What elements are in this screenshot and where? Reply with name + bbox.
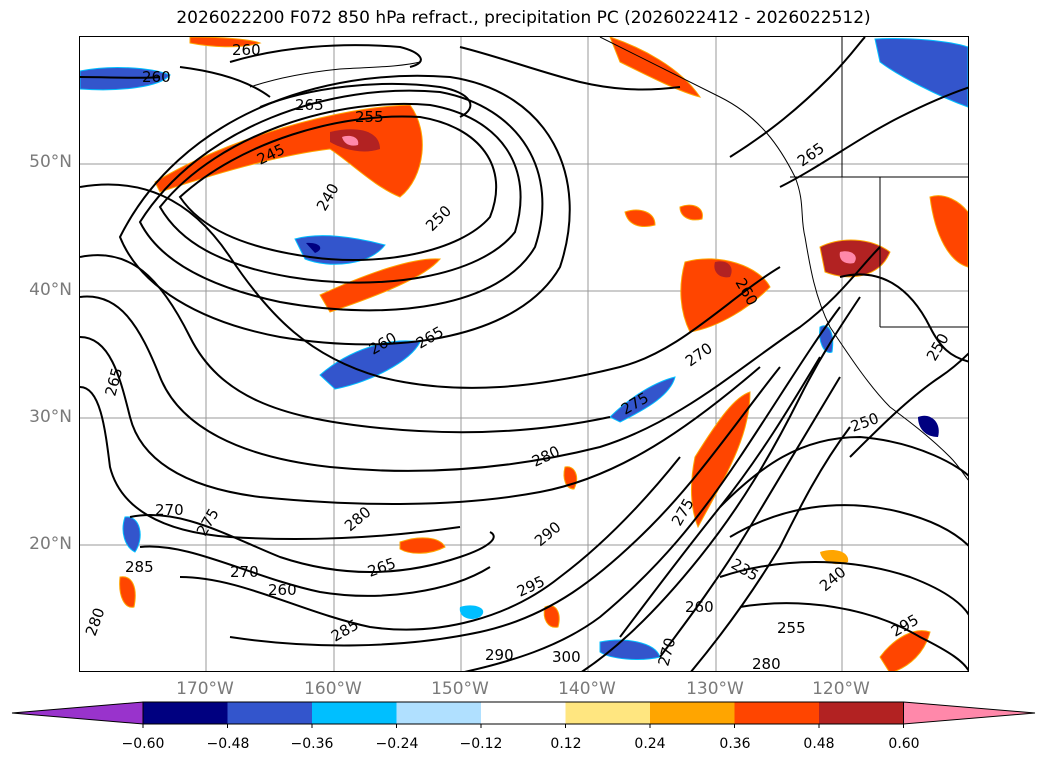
contour-label: 300 <box>552 648 581 666</box>
contour-label: 255 <box>777 619 806 637</box>
colorbar-segment <box>734 702 819 724</box>
colorbar-tick-label: −0.24 <box>375 736 419 752</box>
contour-label: 265 <box>101 366 126 398</box>
lat-label-30n: 30°N <box>29 407 72 427</box>
contour-label: 285 <box>125 558 154 576</box>
contour-label: 250 <box>923 330 953 364</box>
contour-label: 260 <box>268 581 297 599</box>
contour-label: 265 <box>365 554 398 581</box>
colorbar-segment <box>819 702 904 724</box>
colorbar <box>11 701 1036 728</box>
lon-label-150w: 150°W <box>431 679 489 699</box>
contour-label: 285 <box>328 616 362 646</box>
coastline <box>249 37 968 481</box>
colorbar-tick-label: 0.60 <box>888 736 920 752</box>
lon-label-170w: 170°W <box>176 679 234 699</box>
contour-label: 265 <box>295 96 324 114</box>
contour-label: 260 <box>232 41 261 59</box>
contour-label: 280 <box>752 655 781 672</box>
colorbar-extend-low <box>11 701 144 725</box>
contour-label: 280 <box>341 503 375 535</box>
lon-label-130w: 130°W <box>686 679 744 699</box>
contour-label: 265 <box>413 323 447 353</box>
contour-label: 240 <box>816 563 850 595</box>
colorbar-tick-label: 0.24 <box>634 736 666 752</box>
precip-positive-areas <box>119 37 968 671</box>
colorbar-tick-label: 0.48 <box>803 736 835 752</box>
colorbar-segments <box>11 701 1036 728</box>
colorbar-extend-high <box>903 701 1036 725</box>
map-panel: 260 260 265 255 245 240 250 260 265 270 … <box>79 36 969 672</box>
contour-label: 270 <box>230 563 259 581</box>
contour-label: 255 <box>355 108 384 126</box>
colorbar-segment <box>650 702 735 724</box>
colorbar-segment <box>396 702 481 724</box>
map-canvas: 260 260 265 255 245 240 250 260 265 270 … <box>80 37 968 672</box>
refractivity-contours <box>80 37 968 671</box>
contour-label: 270 <box>155 501 184 519</box>
colorbar-segment <box>481 702 566 724</box>
colorbar-tick-label: −0.60 <box>121 736 165 752</box>
colorbar-segment <box>312 702 397 724</box>
contour-label: 250 <box>422 202 455 235</box>
lon-label-140w: 140°W <box>558 679 616 699</box>
contour-label: 280 <box>82 605 109 638</box>
colorbar-tick-label: 0.36 <box>719 736 751 752</box>
contour-label: 260 <box>685 598 714 616</box>
colorbar-segment <box>565 702 650 724</box>
colorbar-tick-label: −0.48 <box>206 736 250 752</box>
contour-label: 270 <box>654 636 679 668</box>
colorbar-tick-label: 0.12 <box>550 736 582 752</box>
lat-label-40n: 40°N <box>29 280 72 300</box>
contour-label: 235 <box>728 555 762 585</box>
contour-label: 240 <box>313 180 343 214</box>
chart-title: 2026022200 F072 850 hPa refract., precip… <box>176 8 871 28</box>
contour-label: 280 <box>529 442 563 470</box>
contour-label: 270 <box>682 339 716 370</box>
lon-label-160w: 160°W <box>304 679 362 699</box>
colorbar-border <box>142 701 904 725</box>
lon-label-120w: 120°W <box>812 679 870 699</box>
lat-label-50n: 50°N <box>29 152 72 172</box>
colorbar-tick-label: −0.36 <box>290 736 334 752</box>
contour-label: 290 <box>485 646 514 664</box>
colorbar-segment <box>227 702 312 724</box>
contour-label: 260 <box>142 68 171 86</box>
contour-label: 265 <box>794 139 828 170</box>
lat-label-20n: 20°N <box>29 534 72 554</box>
colorbar-segment <box>143 702 228 724</box>
contour-label: 275 <box>193 505 223 539</box>
colorbar-tick-label: −0.12 <box>459 736 503 752</box>
